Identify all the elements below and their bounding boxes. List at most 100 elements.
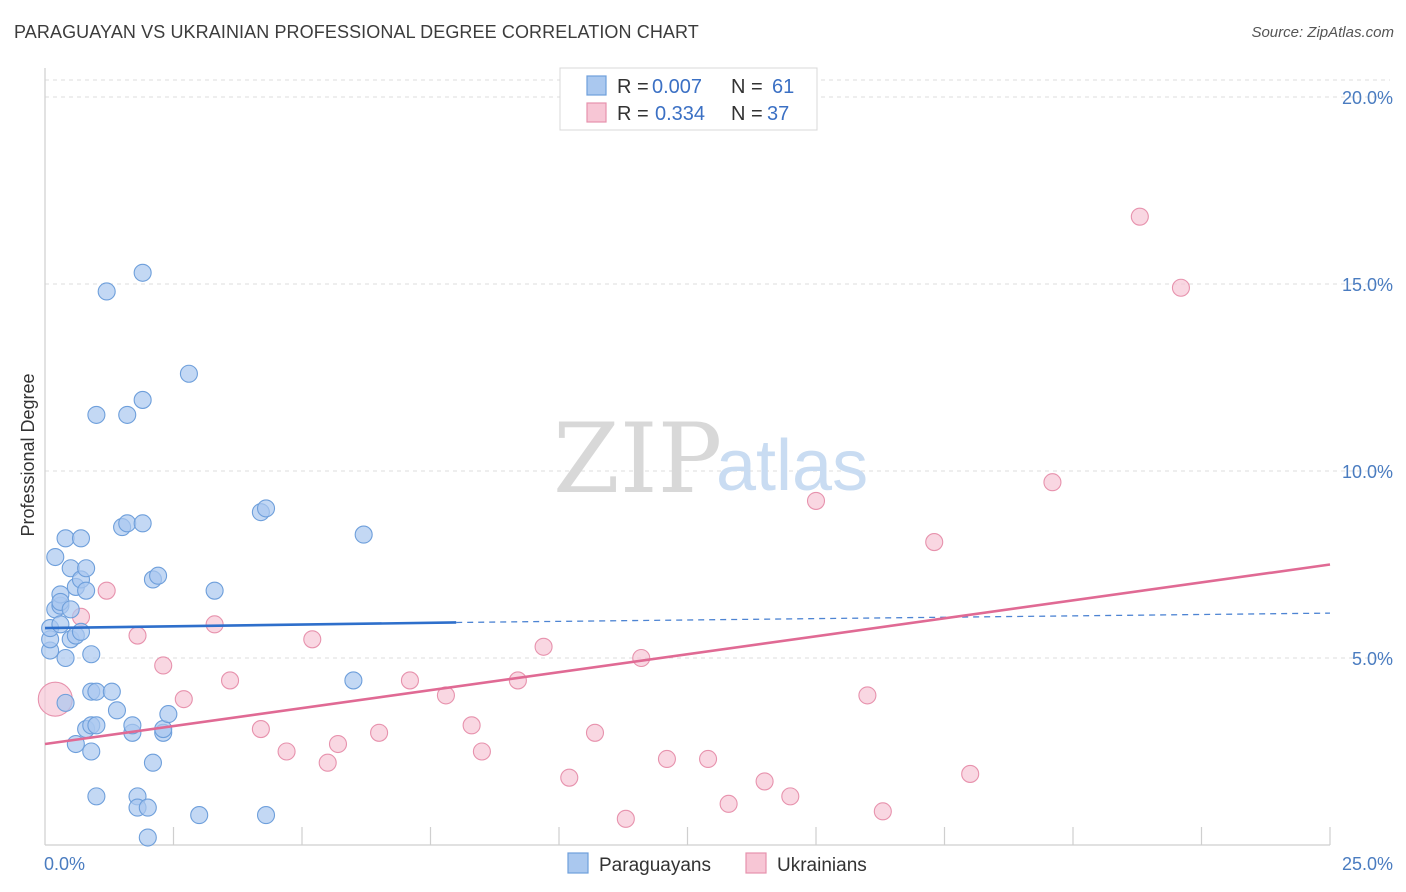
axis-ticks: 5.0% 10.0% 15.0% 20.0% 0.0% 25.0% — [44, 88, 1393, 874]
paraguayans-point — [354, 525, 373, 544]
ukrainians-point — [961, 764, 980, 783]
paraguayans-point — [256, 499, 276, 518]
ukrainians-points — [37, 207, 1190, 828]
ukrainians-point — [1171, 278, 1190, 297]
legend-n-label: N = — [731, 103, 763, 125]
ukrainians-point — [220, 671, 240, 690]
ukrainians-point — [719, 794, 738, 813]
paraguayans-point — [123, 716, 142, 735]
paraguayans-point — [133, 263, 152, 282]
ukrainians-point — [277, 742, 296, 761]
paraguayans-point — [143, 753, 162, 772]
ukrainians-point — [328, 734, 348, 754]
ukrainians-point — [472, 742, 491, 761]
legend-n-label: N = — [731, 76, 763, 98]
ukrainians-point — [858, 686, 877, 705]
legend-swatch-paraguayans — [586, 75, 607, 96]
paraguayans-point — [56, 693, 75, 712]
ukrainians-point — [400, 671, 419, 690]
legend-r-value: 0.334 — [655, 103, 705, 125]
paraguayans-point — [71, 529, 91, 548]
legend-r-value: 0.007 — [652, 76, 702, 98]
paraguayans-point — [133, 390, 152, 409]
source-label: Source: ZipAtlas.com — [1251, 24, 1394, 41]
y-axis-title: Professional Degree — [18, 373, 38, 536]
ukrainians-point — [806, 491, 826, 510]
legend-box: R = 0.007 N = 61 R = 0.334 N = 37 — [559, 67, 818, 131]
ukrainians-point — [128, 626, 147, 645]
trend-lines — [44, 563, 1331, 746]
y-tick-label: 20.0% — [1342, 88, 1393, 108]
paraguayans-point — [107, 701, 127, 720]
paraguayans-point — [256, 806, 276, 825]
paraguayans-point — [56, 529, 75, 548]
paraguayans-point — [149, 566, 168, 585]
bottom-legend: Paraguayans Ukrainians — [567, 852, 867, 876]
ukrainians-point — [632, 648, 651, 668]
legend-swatch-ukrainians — [586, 102, 607, 123]
legend-n-value: 37 — [767, 103, 789, 125]
paraguayans-point — [159, 705, 178, 724]
paraguayans-point — [190, 806, 209, 825]
ukrainians-point — [781, 787, 800, 806]
ukrainians-point — [925, 533, 944, 552]
paraguayans-point — [82, 742, 101, 761]
gridlines — [45, 79, 1390, 659]
legend-n-value: 61 — [772, 76, 794, 98]
ukrainians-point — [1043, 473, 1062, 492]
y-tick-label: 15.0% — [1342, 275, 1393, 295]
ukrainians-point — [251, 720, 270, 739]
paraguayans-point — [61, 600, 80, 619]
paraguayans-point — [118, 514, 137, 533]
paraguayans-point — [77, 559, 96, 578]
paraguayans-point — [87, 405, 106, 424]
ukrainians-point — [174, 690, 193, 709]
paraguayans-point — [179, 364, 198, 383]
bottom-legend-swatch-ukrainians — [745, 852, 767, 874]
ukrainians-trend-line — [44, 563, 1331, 746]
paraguayans-point — [77, 581, 96, 600]
ukrainians-point — [560, 768, 579, 787]
paraguayans-point — [133, 514, 152, 533]
paraguayans-trend-line-extension — [456, 612, 1331, 624]
ukrainians-point — [370, 723, 389, 742]
paraguayans-points — [41, 263, 373, 847]
paraguayans-point — [138, 798, 157, 817]
ukrainians-point — [585, 723, 605, 742]
ukrainians-point — [1130, 207, 1149, 226]
ukrainians-point — [508, 671, 527, 690]
paraguayans-point — [97, 282, 116, 301]
legend-r-label: R = — [617, 103, 649, 125]
paraguayans-point — [118, 405, 137, 424]
ukrainians-point — [154, 656, 173, 675]
paraguayans-point — [87, 682, 106, 701]
paraguayans-point — [344, 671, 363, 690]
paraguayans-point — [205, 581, 224, 600]
paraguayans-point — [82, 645, 101, 664]
paraguayans-point — [56, 648, 75, 668]
paraguayans-point — [71, 622, 91, 641]
ukrainians-point — [699, 749, 718, 769]
legend-r-label: R = — [617, 76, 649, 98]
watermark-atlas: atlas — [716, 426, 868, 506]
watermark: ZIP atlas — [553, 403, 868, 515]
paraguayans-point — [87, 787, 106, 806]
paraguayans-point — [138, 828, 157, 847]
ukrainians-point — [534, 637, 553, 656]
x-tick-label: 0.0% — [44, 854, 85, 874]
bottom-legend-swatch-paraguayans — [567, 852, 589, 874]
x-tick-label: 25.0% — [1342, 854, 1393, 874]
y-tick-label: 10.0% — [1342, 462, 1393, 482]
bottom-legend-paraguayans: Paraguayans — [599, 855, 711, 876]
ukrainians-point — [657, 749, 676, 769]
paraguayans-point — [51, 615, 70, 634]
paraguayans-point — [46, 547, 65, 567]
paraguayans-point — [102, 682, 121, 701]
ukrainians-point — [318, 753, 337, 772]
watermark-zip: ZIP — [553, 403, 722, 515]
ukrainians-point — [205, 615, 224, 634]
ukrainians-point — [616, 809, 635, 828]
ukrainians-point — [303, 630, 322, 649]
ukrainians-point — [97, 581, 116, 600]
